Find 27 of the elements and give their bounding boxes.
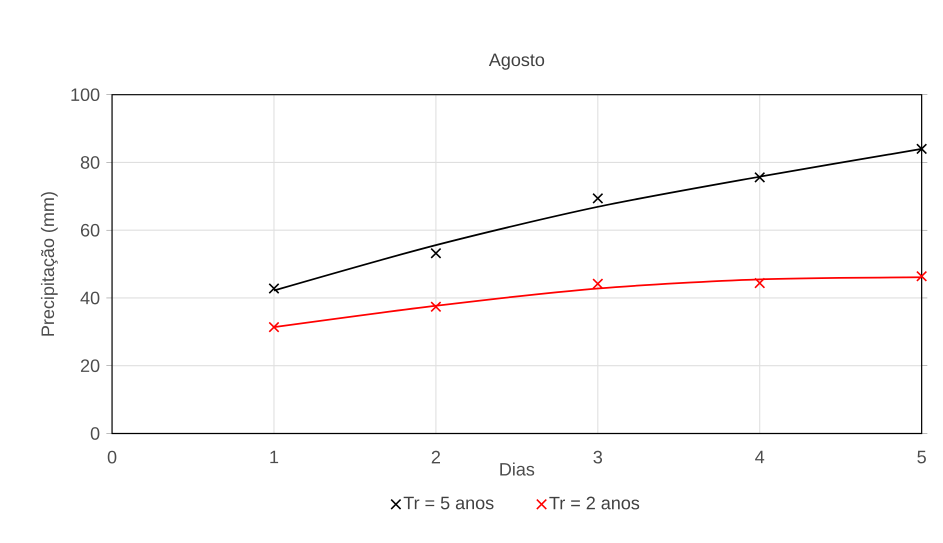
x-tick-label: 0 [108,450,116,464]
y-tick-label: 20 [80,359,100,372]
y-axis-title: Precipitação (mm) [40,192,58,336]
y-tick-label: 100 [71,88,100,102]
y-tick-label: 60 [80,224,100,237]
point [592,192,604,204]
point [754,172,766,183]
point [754,278,766,289]
point [916,270,928,282]
point [916,143,928,154]
point [430,301,442,312]
x-tick-label: 4 [755,450,764,464]
x-tick-label: 5 [917,450,926,464]
y-tick-label: 0 [90,427,100,440]
y-tick-label: 40 [80,292,100,304]
x-tick-label: 3 [593,450,602,464]
x-tick-label: 2 [432,450,440,464]
y-tick-label: 80 [80,156,100,169]
x-tick-label: 1 [270,450,278,464]
legend-label: Tr = 5 anos [404,496,494,510]
legend-label: Tr = 2 anos [549,496,640,510]
chart-title: Agosto [488,54,544,70]
point [268,322,280,333]
point [430,248,442,259]
point [268,283,280,294]
x-axis-title: Dias [500,462,534,476]
point [592,278,604,290]
